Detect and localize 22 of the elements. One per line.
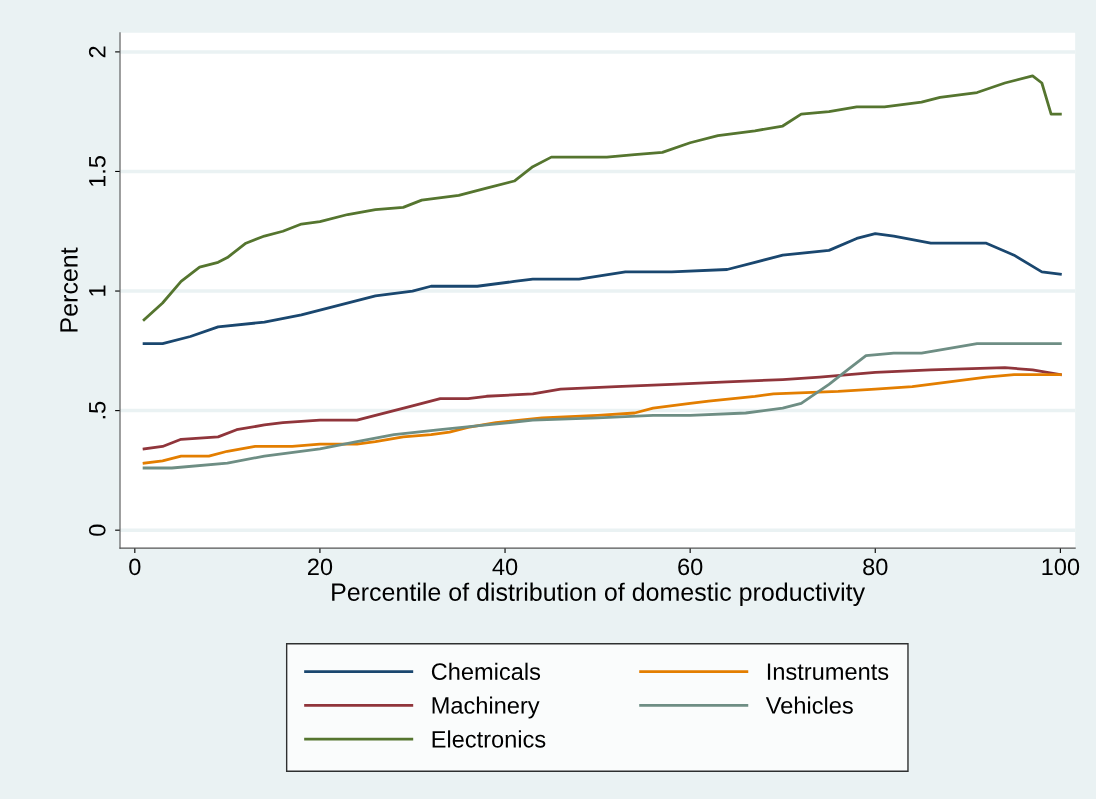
legend-label: Machinery [432,696,540,719]
legend-label: Chemicals [431,662,541,681]
x-tick-label: 60 [678,558,703,576]
x-tick-label: 20 [307,558,333,576]
legend-label: Electronics [432,730,546,748]
x-tick-label: 0 [129,558,141,576]
line-series [142,232,1062,346]
legend-label: Vehicles [765,696,853,714]
legend-label: Instruments [767,663,889,681]
y-axis-title: Percent [60,247,78,332]
y-tick-label: 1.5 [89,156,106,187]
x-tick-label: 100 [1042,558,1080,576]
x-axis-title: Percentile of distribution of domestic productivity [332,582,866,606]
x-tick-label: 40 [492,558,518,576]
line-series [142,74,1062,322]
x-tick-label: 80 [863,558,888,576]
y-tick-label: .5 [89,401,106,419]
line-series [142,342,1062,470]
y-tick-label: 0 [88,524,106,536]
y-tick-label: 2 [88,46,106,58]
y-tick-label: 1 [89,285,106,296]
line-series [142,373,1062,465]
